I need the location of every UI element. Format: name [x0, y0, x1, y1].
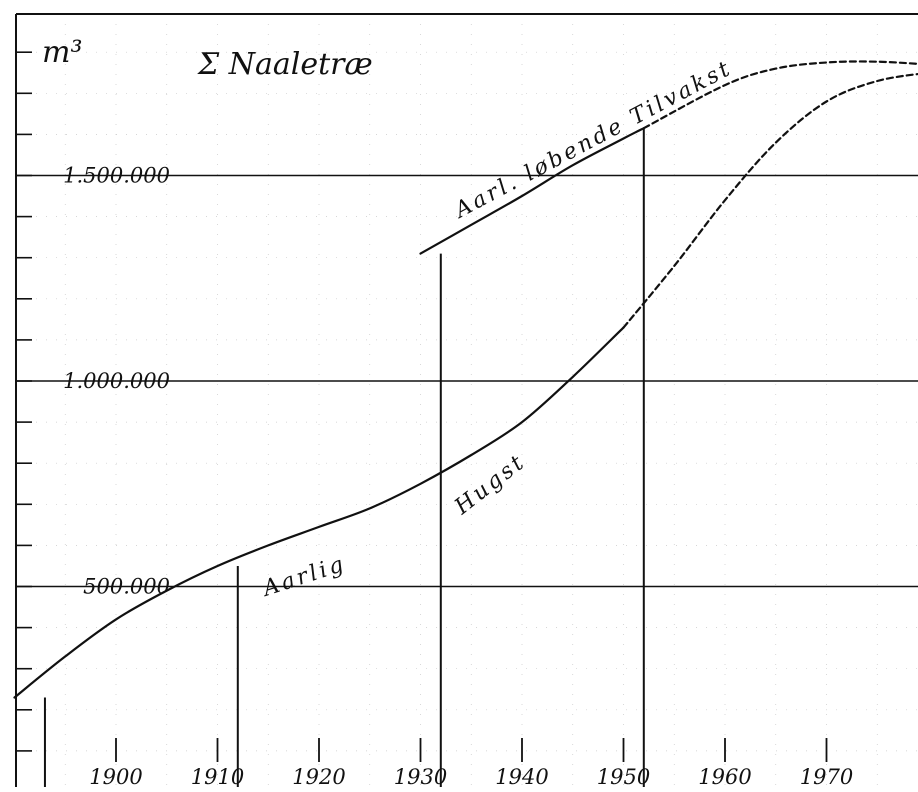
x-tick-label: 1940: [495, 765, 548, 787]
x-tick-label: 1910: [191, 765, 244, 787]
x-tick-label: 1970: [800, 765, 853, 787]
series-line-2: [421, 128, 644, 253]
chart-title: Σ Naaletræ: [197, 47, 373, 82]
x-tick-label: 1920: [292, 765, 345, 787]
annotation-tilvakst: Aarl. løbende Tilvakst: [449, 56, 736, 225]
x-tick-label: 1950: [597, 765, 650, 787]
x-tick-label: 1930: [394, 765, 447, 787]
x-tick-label: 1900: [89, 765, 142, 787]
y-tick-label: 500.000: [83, 575, 170, 599]
axis-layer: [16, 14, 918, 787]
y-axis-unit-label: m³: [42, 35, 82, 70]
marker-layer: [45, 128, 644, 787]
y-tick-label: 1.500.000: [63, 164, 170, 188]
annotation-aarlig: Aarlig: [258, 551, 349, 602]
x-tick-label: 1960: [698, 765, 751, 787]
grid-layer: [16, 14, 918, 787]
y-tick-label: 1.000.000: [63, 369, 170, 393]
label-layer: m³ Σ Naaletræ Aarlig Hugst Aarl. løbende…: [42, 35, 853, 787]
